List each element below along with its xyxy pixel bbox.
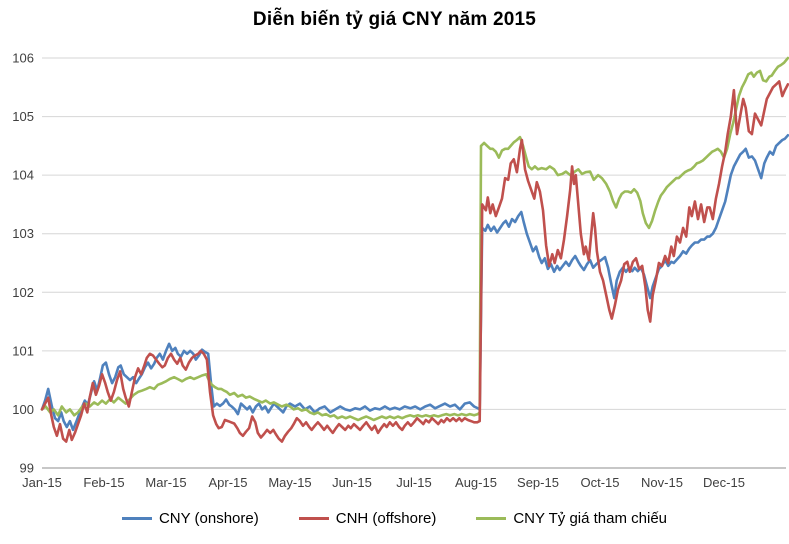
legend-line-swatch [298,517,329,520]
x-tick-label: Feb-15 [83,475,124,490]
legend-line-swatch [476,517,507,520]
x-tick-label: Jul-15 [396,475,431,490]
legend-item-1: CNY (onshore) [121,510,259,527]
chart-title: Diễn biến tỷ giá CNY năm 2015 [252,9,537,30]
x-tick-label: Jan-15 [22,475,62,490]
series-line-1 [40,134,789,432]
x-tick-label: Oct-15 [580,475,619,490]
y-tick-label: 103 [12,226,34,241]
legend-label: CNY Tỷ giá tham chiếu [513,510,668,527]
plot-area: 99 100 101 102 103 104 105 106 Jan-15 Feb-15 Mar-1… [12,51,789,490]
y-tick-label: 104 [12,168,34,183]
legend-item-3: CNY Tỷ giá tham chiếu [476,510,667,527]
x-tick-label: Aug-15 [455,475,497,490]
legend-label: CNY (onshore) [158,510,259,527]
series-line-2 [40,80,789,443]
y-tick-label: 101 [12,343,34,358]
y-tick-label: 102 [12,285,34,300]
y-tick-label: 99 [20,461,34,476]
x-tick-label: Nov-15 [641,475,683,490]
y-tick-label: 100 [12,402,34,417]
x-tick-label: May-15 [268,475,311,490]
chart-legend: CNY (onshore) CNH (offshore) CNY Tỷ giá th… [0,510,789,527]
y-tick-label: 105 [12,109,34,124]
series-line-3 [40,56,789,422]
x-tick-label: Sep-15 [517,475,559,490]
x-tick-label: Mar-15 [145,475,186,490]
legend-item-2: CNH (offshore) [298,510,437,527]
x-tick-label: Jun-15 [332,475,372,490]
legend-label: CNH (offshore) [335,510,437,527]
x-tick-label: Dec-15 [703,475,745,490]
x-tick-label: Apr-15 [208,475,247,490]
legend-line-swatch [121,517,152,520]
y-tick-label: 106 [12,51,34,66]
